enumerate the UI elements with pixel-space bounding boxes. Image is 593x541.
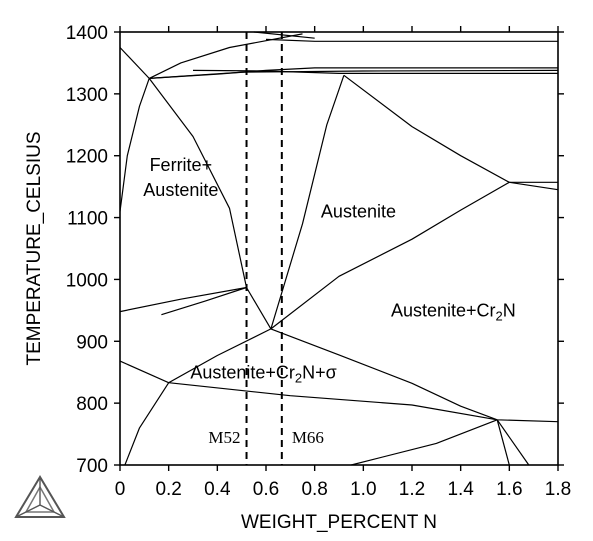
phase-boundary-line — [270, 328, 498, 421]
y-tick-label: 1400 — [66, 23, 108, 44]
y-tick-label: 1000 — [66, 270, 108, 291]
y-axis-title: TEMPERATURE_CELSIUS — [24, 131, 45, 365]
region-label-part: N — [503, 301, 516, 321]
y-tick-label: 1200 — [66, 147, 108, 168]
phase-boundary-line — [119, 286, 247, 313]
phase-boundary-line — [343, 74, 510, 183]
x-tick-label: 0 — [115, 479, 126, 500]
region-label: Austenite — [321, 202, 396, 222]
phase-boundary-line — [124, 328, 272, 466]
y-tick-label: 1100 — [67, 209, 108, 230]
phase-boundary-line — [119, 360, 169, 384]
marker-label: M66 — [292, 428, 324, 447]
phase-boundary-line — [148, 33, 303, 79]
phase-boundary-line — [270, 75, 345, 330]
phase-boundary-line — [168, 382, 559, 423]
x-tick-label: 0.2 — [155, 479, 181, 500]
phase-boundary-line — [119, 78, 150, 212]
x-tick-label: 1.6 — [496, 479, 522, 500]
region-label-part: Austenite+Cr — [190, 362, 295, 382]
plot-frame — [119, 31, 559, 466]
region-label-subscript: 2 — [295, 370, 302, 385]
x-axis-title: WEIGHT_PERCENT N — [241, 512, 437, 533]
phase-boundary-line — [496, 419, 510, 466]
y-tick-label: 900 — [76, 332, 108, 353]
phase-boundary-line — [351, 419, 498, 466]
x-tick-label: 1.2 — [399, 479, 425, 500]
phase-boundaries — [119, 31, 559, 466]
x-tick-label: 1.4 — [447, 479, 474, 500]
phase-boundary-line — [149, 69, 559, 79]
composition-markers: M52 M66 — [208, 32, 324, 465]
region-label-part: N+σ — [302, 362, 337, 382]
phase-boundary-line — [148, 78, 248, 288]
phase-boundary-line — [161, 286, 247, 316]
phase-boundary-line — [119, 47, 150, 79]
phase-boundary-line — [245, 287, 272, 330]
region-label: Ferrite+ — [150, 155, 213, 175]
x-tick-label: 1.0 — [350, 479, 376, 500]
region-label: Austenite+Cr2N — [391, 301, 516, 324]
region-label: Austenite — [143, 180, 218, 200]
y-tick-label: 800 — [76, 394, 108, 415]
phase-boundary-line — [253, 31, 315, 39]
y-tick-label: 700 — [76, 456, 108, 477]
phase-region-labels: Ferrite+AusteniteAusteniteAustenite+Cr2N… — [143, 155, 515, 385]
phase-boundary-line — [265, 38, 558, 42]
region-label-part: Austenite+Cr — [391, 301, 496, 321]
x-tick-label: 0.6 — [253, 479, 279, 500]
phase-boundary-line — [509, 181, 559, 191]
region-label: Austenite+Cr2N+σ — [190, 362, 336, 385]
phase-boundary-line — [270, 181, 510, 330]
software-logo-icon — [14, 475, 66, 518]
phase-boundary-line — [496, 419, 530, 466]
region-label-subscript: 2 — [496, 309, 503, 324]
axis-ticks: 0 0.2 0.4 0.6 0.8 1.0 1.2 1.4 1.6 1.8 700 800 900 100… — [66, 23, 571, 500]
phase-boundary-line — [192, 69, 558, 75]
x-tick-label: 0.8 — [301, 479, 327, 500]
y-tick-label: 1300 — [66, 85, 108, 106]
marker-label: M52 — [208, 428, 240, 447]
x-tick-label: 0.4 — [204, 479, 231, 500]
x-tick-label: 1.8 — [545, 479, 571, 500]
